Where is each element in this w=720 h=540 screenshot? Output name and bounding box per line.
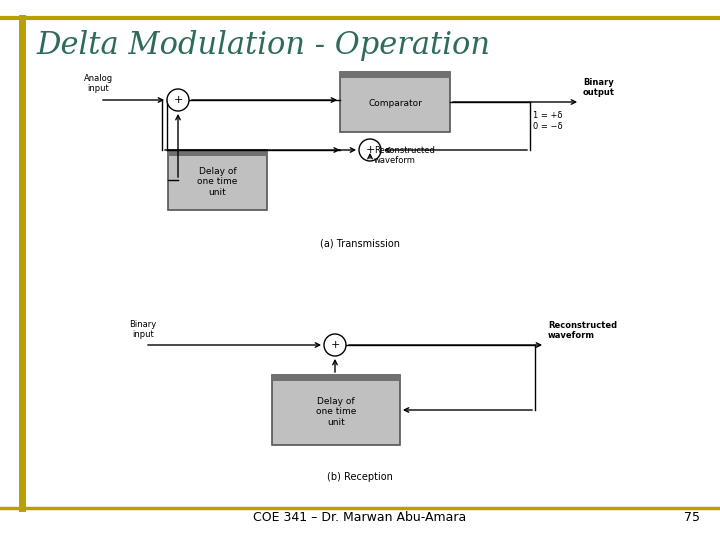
- Text: Comparator: Comparator: [368, 99, 422, 109]
- Text: Binary
output: Binary output: [583, 78, 615, 97]
- Text: Reconstructed
waveform: Reconstructed waveform: [548, 321, 617, 340]
- Bar: [168, 150, 267, 156]
- Circle shape: [324, 334, 346, 356]
- Text: COE 341 – Dr. Marwan Abu-Amara: COE 341 – Dr. Marwan Abu-Amara: [253, 511, 467, 524]
- Text: Delta Modulation - Operation: Delta Modulation - Operation: [36, 30, 490, 61]
- Bar: [340, 72, 450, 132]
- Bar: [340, 72, 450, 78]
- Bar: [272, 375, 400, 445]
- Text: 75: 75: [684, 511, 700, 524]
- Bar: [272, 375, 400, 381]
- Text: Analog
input: Analog input: [84, 73, 112, 93]
- Circle shape: [167, 89, 189, 111]
- Text: Binary
input: Binary input: [130, 320, 157, 339]
- Text: +: +: [174, 95, 183, 105]
- Circle shape: [359, 139, 381, 161]
- Text: +: +: [365, 145, 374, 155]
- Text: Delay of
one time
unit: Delay of one time unit: [316, 397, 356, 427]
- Text: +: +: [330, 340, 340, 350]
- Text: Reconstructed
waveform: Reconstructed waveform: [374, 146, 435, 165]
- Text: Delay of
one time
unit: Delay of one time unit: [197, 167, 238, 197]
- Text: (b) Reception: (b) Reception: [327, 472, 393, 482]
- Text: 1 = +δ
0 = −δ: 1 = +δ 0 = −δ: [533, 111, 562, 131]
- Bar: [168, 150, 267, 210]
- Text: (a) Transmission: (a) Transmission: [320, 238, 400, 248]
